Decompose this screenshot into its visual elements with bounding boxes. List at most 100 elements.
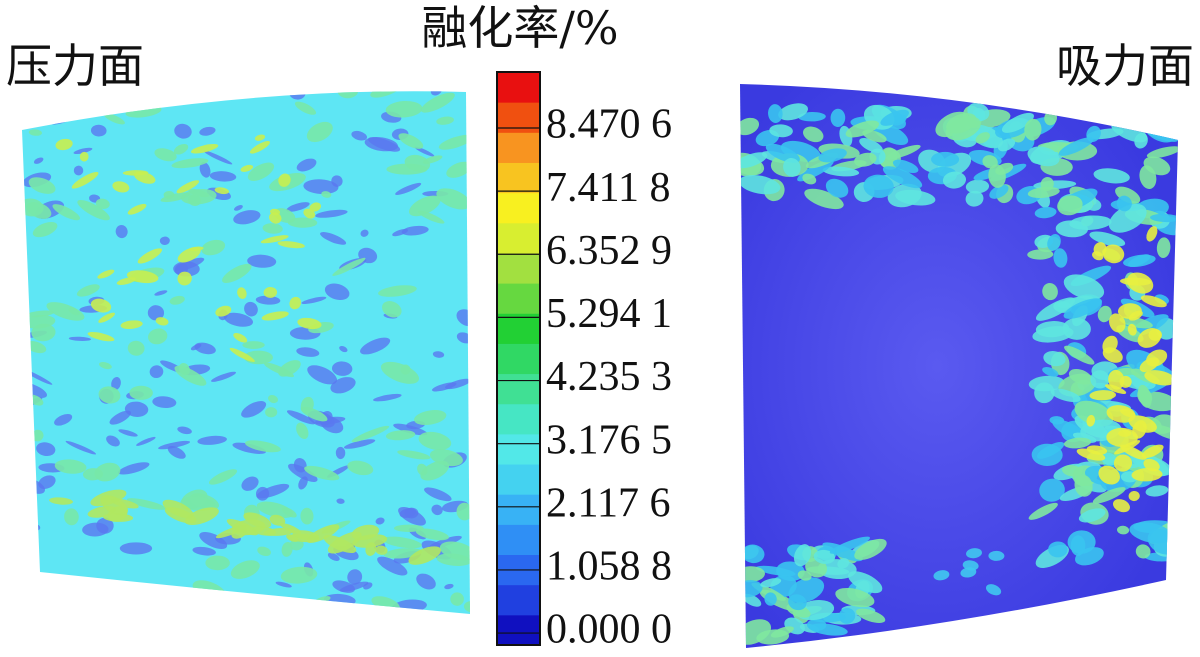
contour-blob xyxy=(73,165,84,176)
contour-blob xyxy=(176,180,200,194)
contour-blob xyxy=(211,371,237,382)
contour-blob xyxy=(32,221,58,238)
contour-blob xyxy=(1064,345,1095,365)
contour-blob xyxy=(267,395,279,404)
contour-blob xyxy=(1149,213,1178,223)
contour-blob xyxy=(1036,441,1065,459)
colorbar-tick-label: 2.117 6 xyxy=(546,480,670,526)
contour-blob xyxy=(300,507,314,525)
contour-blob xyxy=(171,158,209,169)
suction-contours xyxy=(740,102,1178,645)
contour-blob xyxy=(360,337,391,355)
contour-blob xyxy=(28,129,42,136)
contour-blob xyxy=(424,487,452,502)
contour-blob xyxy=(882,166,923,189)
contour-blob xyxy=(65,440,97,455)
contour-blob xyxy=(393,524,424,532)
contour-blob xyxy=(1062,465,1083,477)
contour-blob xyxy=(208,469,238,485)
contour-blob xyxy=(158,440,191,450)
colorbar-band xyxy=(497,494,540,525)
contour-blob xyxy=(931,151,960,167)
contour-blob xyxy=(68,336,91,341)
contour-blob xyxy=(392,228,409,237)
contour-blob xyxy=(247,162,275,181)
contour-blob xyxy=(154,290,168,296)
contour-blob xyxy=(203,150,233,165)
colorbar-tick-label: 5.294 1 xyxy=(546,291,672,337)
contour-blob xyxy=(1127,323,1137,336)
colorbar-title: 融化率/% xyxy=(421,1,618,55)
contour-blob xyxy=(209,171,237,182)
contour-blob xyxy=(1027,186,1060,198)
contour-blob xyxy=(740,152,768,169)
contour-blob xyxy=(1146,226,1158,242)
contour-blob xyxy=(960,567,977,578)
contour-blob xyxy=(109,410,131,425)
contour-blob xyxy=(1128,310,1143,321)
contour-blob xyxy=(740,117,760,136)
contour-blob xyxy=(145,593,179,612)
contour-blob xyxy=(79,151,89,162)
contour-blob xyxy=(233,210,261,225)
contour-blob xyxy=(1109,313,1126,333)
contour-blob xyxy=(241,401,267,418)
contour-blob xyxy=(438,134,470,150)
contour-blob xyxy=(119,542,153,555)
contour-blob xyxy=(397,450,431,460)
contour-blob xyxy=(343,439,376,449)
contour-blob xyxy=(303,208,316,219)
contour-blob xyxy=(126,498,167,510)
contour-blob xyxy=(988,164,1006,188)
contour-blob xyxy=(315,209,348,218)
contour-blob xyxy=(1112,499,1130,513)
contour-blob xyxy=(286,534,299,542)
contour-blob xyxy=(300,396,314,414)
contour-blob xyxy=(1063,298,1102,319)
contour-blob xyxy=(301,296,327,304)
contour-blob xyxy=(127,340,145,356)
colorbar-band xyxy=(497,72,540,103)
contour-blob xyxy=(1105,384,1127,394)
contour-blob xyxy=(148,328,168,345)
contour-blob xyxy=(829,536,871,554)
contour-blob xyxy=(148,604,158,611)
contour-blob xyxy=(740,175,781,195)
contour-blob xyxy=(22,600,35,613)
contour-blob xyxy=(806,618,827,631)
contour-blob xyxy=(244,440,281,453)
contour-blob xyxy=(152,396,177,409)
contour-blob xyxy=(1148,329,1162,341)
contour-blob xyxy=(263,527,295,536)
contour-blob xyxy=(106,435,120,447)
contour-blob xyxy=(1067,530,1096,554)
contour-blob xyxy=(242,341,265,349)
contour-blob xyxy=(281,541,293,557)
contour-blob xyxy=(25,310,55,318)
contour-blob xyxy=(1102,335,1118,354)
contour-blob xyxy=(463,600,470,613)
contour-blob xyxy=(1069,215,1112,230)
colorbar-tick-label: 4.235 3 xyxy=(546,354,672,400)
contour-blob xyxy=(264,362,295,378)
contour-blob xyxy=(1101,452,1117,466)
contour-blob xyxy=(382,536,422,549)
contour-blob xyxy=(1119,277,1152,286)
contour-blob xyxy=(197,435,227,445)
contour-blob xyxy=(129,385,153,400)
contour-blob xyxy=(422,155,443,164)
contour-blob xyxy=(1028,375,1065,392)
contour-blob xyxy=(1137,388,1153,405)
contour-blob xyxy=(1144,370,1176,386)
contour-blob xyxy=(778,103,808,121)
contour-blob xyxy=(199,126,216,136)
contour-blob xyxy=(90,124,107,137)
contour-blob xyxy=(169,295,185,305)
contour-blob xyxy=(293,458,307,473)
contour-blob xyxy=(347,569,363,585)
contour-blob xyxy=(26,201,52,219)
contour-blob xyxy=(1135,544,1151,559)
contour-blob xyxy=(332,580,355,593)
contour-blob xyxy=(741,544,765,564)
contour-blob xyxy=(375,545,388,555)
